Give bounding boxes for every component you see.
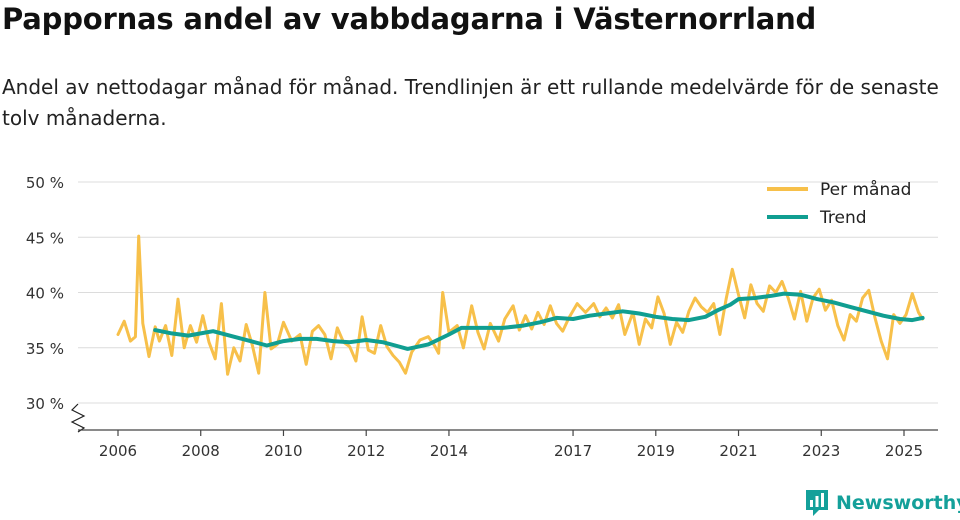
- y-tick-label: 50 %: [26, 174, 64, 192]
- series-line-trend: [153, 291, 925, 351]
- chart-subtitle: Andel av nettodagar månad för månad. Tre…: [2, 75, 939, 130]
- y-tick-label: 35 %: [26, 340, 64, 358]
- x-tick-label: 2019: [637, 442, 675, 460]
- x-tick-label: 2008: [182, 442, 220, 460]
- newsworthy-logo-icon: [806, 490, 828, 516]
- x-tick-label: 2021: [719, 442, 757, 460]
- brand-name: Newsworthy: [836, 492, 960, 514]
- x-axis: 2006 2008 2010 2012 2014 2017 2019 2021 2023 2025: [78, 429, 938, 460]
- y-axis-ticks: 30 % 35 % 40 % 45 % 50 %: [26, 174, 86, 433]
- axis-break-icon: [70, 403, 86, 433]
- chart-title: Pappornas andel av vabbdagarna i Västern…: [2, 2, 817, 36]
- legend-label: Trend: [819, 208, 867, 228]
- legend-label: Per månad: [820, 179, 911, 200]
- x-tick-label: 2006: [99, 442, 137, 460]
- x-tick-label: 2025: [885, 442, 923, 460]
- y-tick-label: 30 %: [26, 395, 64, 413]
- y-tick-label: 40 %: [26, 285, 64, 303]
- series-line-per-manad: [116, 234, 925, 376]
- x-tick-label: 2010: [264, 442, 302, 460]
- x-tick-label: 2017: [554, 442, 592, 460]
- newsworthy-brand[interactable]: Newsworthy: [804, 488, 960, 518]
- x-tick-label: 2014: [430, 442, 468, 460]
- x-tick-label: 2023: [802, 442, 840, 460]
- x-tick-label: 2012: [347, 442, 385, 460]
- gridlines: [78, 181, 938, 404]
- legend: Per månad Trend: [767, 179, 911, 228]
- series-lines: [116, 234, 925, 376]
- y-tick-label: 45 %: [26, 229, 64, 247]
